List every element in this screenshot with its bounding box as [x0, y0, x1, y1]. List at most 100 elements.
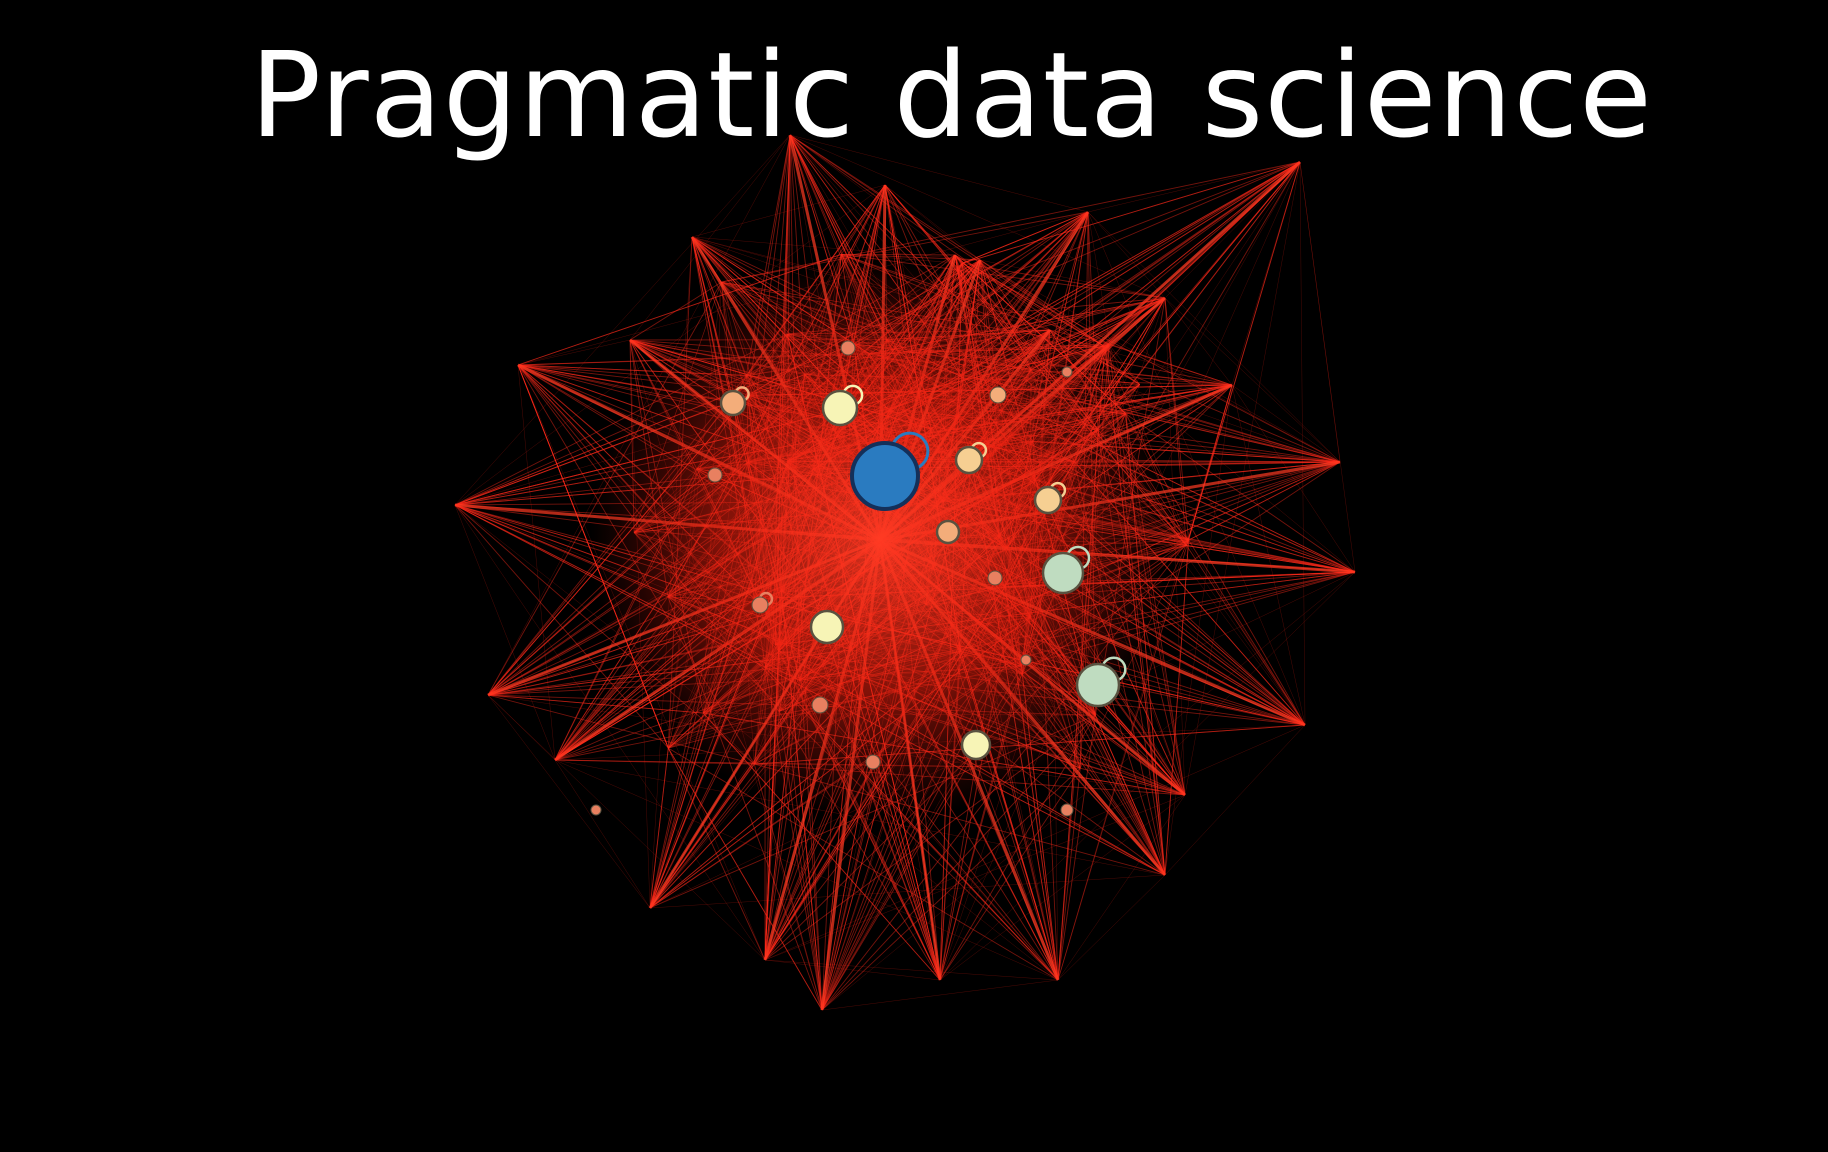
edge-outer — [979, 259, 1166, 299]
edge-spike — [667, 747, 823, 1011]
edge-outer — [884, 184, 1356, 573]
edge-outer — [764, 724, 1306, 961]
edge-spike — [1186, 545, 1356, 573]
edge-spike — [962, 211, 1089, 264]
edge-spike — [939, 715, 1096, 981]
edge-spike — [962, 161, 1301, 264]
node-salmon — [751, 596, 769, 614]
edge-outer — [517, 364, 556, 761]
edge-spike — [1188, 384, 1233, 541]
edge-outer — [1087, 161, 1301, 213]
edge-outer — [1087, 211, 1306, 726]
edge-spike — [721, 161, 1301, 283]
edge-outer — [1057, 794, 1186, 981]
edge-inner — [1104, 346, 1141, 385]
node-orange — [935, 519, 961, 545]
edge-spike — [962, 262, 1166, 299]
edge-spike — [1094, 715, 1166, 876]
edge-spike — [939, 767, 1081, 981]
edge-spike — [1125, 384, 1233, 415]
edge-spike — [789, 134, 1106, 348]
edge-spike — [1097, 161, 1301, 430]
edge-outer — [1164, 384, 1233, 876]
edge-outer — [691, 236, 981, 261]
edge-inner — [1104, 346, 1141, 385]
edge-outer — [554, 759, 651, 909]
edge-spike — [1164, 297, 1187, 546]
edge-outer — [939, 794, 1186, 981]
edge-spike — [841, 184, 886, 255]
node-yellow — [960, 729, 992, 761]
edge-outer — [1057, 874, 1166, 981]
edge-spike — [962, 161, 1301, 264]
edge-spike — [962, 262, 1341, 463]
node-yellow — [821, 389, 859, 427]
edge-spike — [1186, 161, 1301, 546]
edge-outer — [454, 134, 791, 506]
edge-outer — [939, 571, 1356, 981]
edge-spike — [667, 747, 823, 1011]
edge-spike — [1164, 540, 1190, 876]
edge-spike — [649, 748, 669, 909]
edge-outer — [1087, 211, 1166, 299]
node-salmon — [865, 754, 881, 770]
dense-core-glow — [590, 260, 1170, 820]
node-yellow — [809, 609, 845, 645]
edge-outer — [979, 259, 1341, 463]
edge-outer — [764, 959, 1059, 981]
edge-outer — [1164, 297, 1233, 386]
node-green — [1075, 662, 1121, 708]
node-salmon — [1061, 366, 1073, 378]
edge-outer — [1299, 161, 1306, 726]
edge-spike — [1125, 413, 1356, 573]
edge-outer — [821, 979, 1059, 1011]
edge-spike — [954, 254, 963, 264]
edge-outer — [629, 134, 791, 341]
edge-outer — [454, 504, 766, 961]
edge-outer — [764, 794, 1186, 961]
edge-spike — [1080, 767, 1186, 796]
graph-nodes — [590, 340, 1121, 817]
node-orange — [719, 389, 747, 417]
edge-spike — [517, 253, 842, 366]
edge-spike — [841, 253, 956, 256]
node-hub — [850, 441, 920, 511]
edge-spike — [1094, 715, 1166, 876]
edge-spike — [721, 211, 1089, 283]
edge-spike — [841, 253, 981, 261]
edge-spike — [954, 254, 963, 264]
node-orange — [989, 386, 1007, 404]
edge-outer — [487, 694, 766, 961]
edge-outer — [1164, 297, 1341, 463]
node-green — [1041, 551, 1085, 595]
edge-outer — [789, 134, 1089, 213]
edge-outer — [487, 694, 651, 909]
edge-spike — [454, 504, 669, 749]
edge-spike — [1164, 297, 1190, 541]
node-salmon — [707, 467, 723, 483]
node-salmon — [987, 570, 1003, 586]
edge-spike — [789, 134, 1110, 345]
edge-spike — [1186, 161, 1301, 546]
edge-spike — [667, 747, 766, 961]
node-salmon — [1020, 654, 1032, 666]
edge-outer — [884, 184, 981, 261]
page-title: Pragmatic data science — [250, 26, 1653, 164]
edge-outer — [789, 134, 1166, 299]
edge-outer — [554, 759, 1059, 981]
edge-spike — [1188, 539, 1306, 726]
edge-outer — [821, 571, 1356, 1011]
node-salmon — [1060, 803, 1074, 817]
edge-spike — [962, 211, 1089, 264]
edge-spike — [517, 253, 842, 366]
edge-spike — [1057, 715, 1096, 981]
edge-outer — [764, 959, 941, 981]
edge-spike — [962, 211, 1089, 264]
edge-spike — [1188, 384, 1233, 541]
edge-outer — [954, 254, 1341, 463]
node-salmon — [590, 804, 602, 816]
edge-spike — [821, 767, 1081, 1011]
edge-outer — [1164, 297, 1186, 796]
edge-spike — [979, 259, 1106, 348]
edge-outer — [1231, 384, 1356, 573]
